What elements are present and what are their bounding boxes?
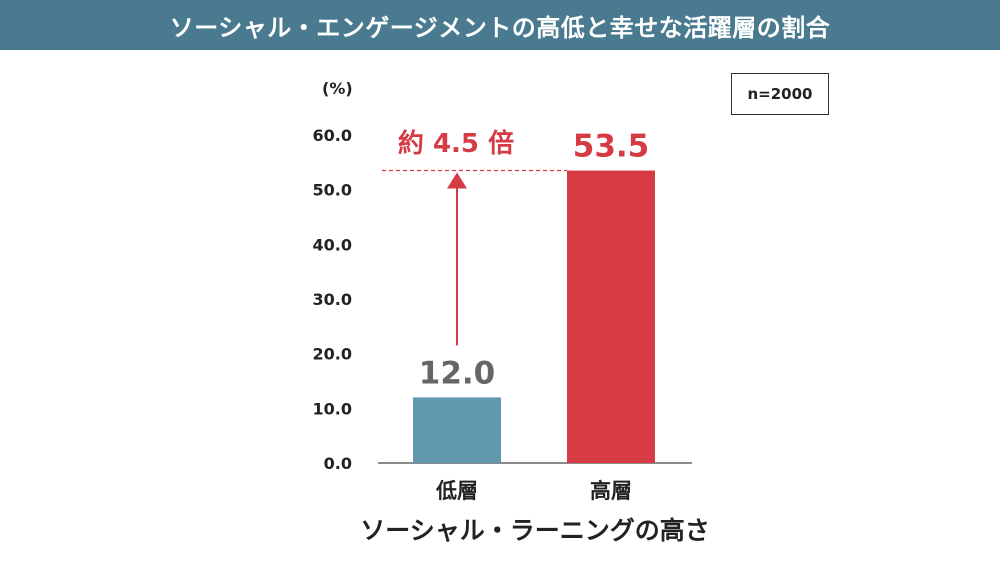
y-tick-label: 60.0: [313, 126, 352, 145]
value-label: 12.0: [419, 355, 496, 391]
y-tick-label: 0.0: [324, 454, 352, 473]
bar-low: [413, 397, 501, 463]
category-label: 低層: [435, 479, 478, 503]
sample-size-box: n=2000: [731, 73, 829, 115]
header-bar: ソーシャル・エンゲージメントの高低と幸せな活躍層の割合: [0, 0, 1000, 50]
y-tick-label: 50.0: [313, 181, 352, 200]
y-tick-label: 10.0: [313, 399, 352, 418]
category-labels-group: 低層 高層: [435, 479, 632, 503]
y-tick-label: 30.0: [313, 290, 352, 309]
value-label: 53.5: [573, 129, 650, 165]
y-axis-ticks: 0.0 10.0 20.0 30.0 40.0 50.0 60.0: [313, 126, 352, 473]
annotation-group: 約 4.5 倍: [382, 128, 567, 346]
value-labels-group: 12.0 53.5: [419, 129, 650, 392]
ratio-arrow-head: [447, 172, 467, 189]
y-tick-label: 20.0: [313, 345, 352, 364]
bar-high: [567, 170, 655, 464]
unit-label: (%): [322, 79, 353, 98]
x-axis-label: ソーシャル・ラーニングの高さ: [360, 516, 710, 545]
category-label: 高層: [590, 479, 632, 503]
page-title: ソーシャル・エンゲージメントの高低と幸せな活躍層の割合: [169, 13, 831, 42]
ratio-annotation-label: 約 4.5 倍: [398, 128, 514, 159]
y-tick-label: 40.0: [313, 235, 352, 254]
bars-group: [413, 170, 655, 464]
